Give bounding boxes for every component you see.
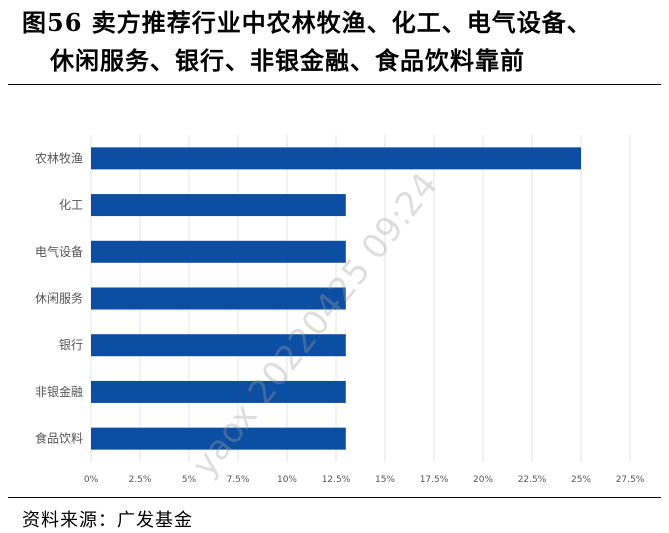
bar-chart: 0% 2.5% 5% 7.5% 10% 12.5% 15% 17.5% 20% 22.5% 25% 2… xyxy=(35,135,645,485)
bar xyxy=(91,194,346,217)
x-tick-label: 5% xyxy=(182,475,197,485)
y-category-label: 电气设备 xyxy=(35,244,83,259)
bottom-rule xyxy=(8,497,661,498)
x-tick-label: 17.5% xyxy=(420,475,449,485)
source-note: 资料来源：广发基金 xyxy=(22,510,193,531)
x-tick-label: 27.5% xyxy=(616,475,645,485)
y-category-label: 化工 xyxy=(59,198,83,212)
title-line-2: 休闲服务、银行、非银金融、食品饮料靠前 xyxy=(50,46,525,75)
bar xyxy=(91,240,346,263)
bar xyxy=(91,147,581,170)
y-category-label: 非银金融 xyxy=(35,384,83,399)
x-tick-label: 12.5% xyxy=(322,475,351,485)
bar xyxy=(91,427,346,450)
y-category-label: 休闲服务 xyxy=(35,291,83,306)
title-line-1: 图56 卖方推荐行业中农林牧渔、化工、电气设备、 xyxy=(22,8,592,37)
y-category-label: 食品饮料 xyxy=(35,431,83,446)
x-tick-label: 2.5% xyxy=(129,475,152,485)
x-tick-label: 7.5% xyxy=(227,475,250,485)
x-tick-label: 22.5% xyxy=(518,475,547,485)
x-tick-label: 20% xyxy=(473,475,493,485)
x-tick-label: 10% xyxy=(277,475,297,485)
x-tick-label: 15% xyxy=(375,475,395,485)
bar xyxy=(91,380,346,403)
figure-title: 图56 卖方推荐行业中农林牧渔、化工、电气设备、 休闲服务、银行、非银金融、食品… xyxy=(22,4,662,80)
bar xyxy=(91,334,346,357)
x-tick-label: 0% xyxy=(84,475,99,485)
top-rule xyxy=(8,84,661,85)
y-category-label: 银行 xyxy=(59,338,83,352)
y-category-label: 农林牧渔 xyxy=(35,151,83,165)
bar xyxy=(91,287,346,310)
x-tick-label: 25% xyxy=(571,475,591,485)
